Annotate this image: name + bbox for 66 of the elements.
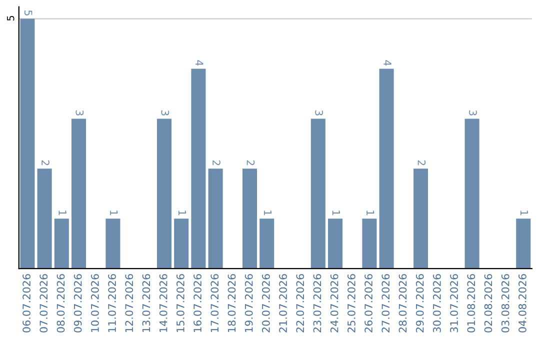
data-label: 2 [418, 160, 426, 166]
bar [20, 18, 35, 269]
x-tick-label: 12.07.2026 [125, 274, 134, 332]
x-tick-label: 26.07.2026 [364, 274, 372, 332]
x-tick-label: 02.08.2026 [484, 274, 492, 332]
bar [54, 218, 69, 269]
data-label: 3 [469, 110, 477, 116]
data-label: 4 [384, 60, 392, 66]
bar [362, 218, 377, 269]
data-label: 1 [178, 210, 186, 216]
x-tick-label: 09.07.2026 [74, 274, 82, 332]
bar [106, 218, 120, 269]
data-label: 3 [76, 110, 84, 116]
bar [260, 218, 274, 269]
bar [37, 168, 52, 269]
x-tick-label: 11.07.2026 [108, 274, 116, 332]
data-label: 4 [196, 60, 204, 66]
x-tick-label: 03.08.2026 [501, 274, 510, 332]
data-label: 1 [332, 210, 340, 216]
data-label: 2 [246, 160, 255, 166]
x-tick-label: 22.07.2026 [296, 274, 304, 332]
bar [516, 218, 531, 269]
bar [156, 118, 172, 269]
bar [191, 68, 206, 269]
bar [242, 168, 258, 269]
bar [413, 168, 428, 269]
x-tick-label: 04.08.2026 [518, 274, 526, 332]
x-tick-label: 06.07.2026 [22, 274, 30, 332]
x-tick-label: 24.07.2026 [330, 274, 338, 332]
x-tick-label: 30.07.2026 [432, 274, 441, 332]
x-tick-label: 28.07.2026 [398, 274, 407, 332]
data-label: 1 [520, 210, 528, 216]
x-tick-label: 29.07.2026 [416, 274, 424, 332]
x-tick-label: 16.07.2026 [194, 274, 202, 332]
x-tick-label: 14.07.2026 [159, 274, 168, 332]
x-tick-label: 23.07.2026 [313, 274, 322, 332]
x-tick-label: 01.08.2026 [467, 274, 476, 332]
x-tick-label: 19.07.2026 [244, 274, 253, 332]
x-tick-label: 07.07.2026 [40, 274, 48, 332]
bar [71, 118, 86, 269]
data-label: 1 [58, 210, 66, 216]
x-tick-label: 15.07.2026 [176, 274, 184, 332]
x-tick-label: 20.07.2026 [262, 274, 270, 332]
x-tick-label: 31.07.2026 [450, 274, 458, 332]
x-tick-label: 10.07.2026 [90, 274, 99, 332]
x-tick-label: 17.07.2026 [210, 274, 219, 332]
x-tick-label: 25.07.2026 [347, 274, 356, 332]
bar [208, 168, 223, 269]
x-tick-label: 13.07.2026 [142, 274, 150, 332]
bar [379, 68, 394, 269]
x-tick-label: 21.07.2026 [279, 274, 287, 332]
x-tick-label: 27.07.2026 [382, 274, 390, 332]
bar [328, 218, 343, 269]
data-label: 3 [161, 110, 170, 116]
data-label: 3 [315, 110, 324, 116]
bar [310, 118, 326, 269]
data-label: 2 [42, 160, 50, 166]
x-tick-label: 08.07.2026 [56, 274, 65, 332]
data-label: 5 [24, 10, 32, 16]
x-tick-label: 18.07.2026 [228, 274, 236, 332]
data-label: 2 [212, 160, 220, 166]
bar [174, 218, 189, 269]
bar [464, 118, 480, 269]
data-label: 1 [110, 210, 118, 216]
data-label: 1 [366, 210, 374, 216]
data-label: 1 [264, 210, 272, 216]
